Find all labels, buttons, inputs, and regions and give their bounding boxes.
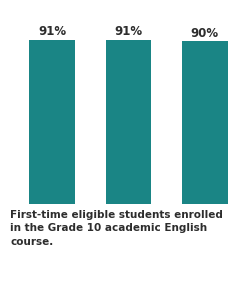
Text: 91%: 91% <box>114 25 143 38</box>
Bar <box>29 40 75 204</box>
Text: First-time eligible students enrolled
in the Grade 10 academic English
course.: First-time eligible students enrolled in… <box>10 210 223 247</box>
Bar <box>182 41 228 204</box>
Text: 90%: 90% <box>191 27 219 40</box>
Text: 91%: 91% <box>38 25 66 38</box>
Bar <box>106 40 151 204</box>
